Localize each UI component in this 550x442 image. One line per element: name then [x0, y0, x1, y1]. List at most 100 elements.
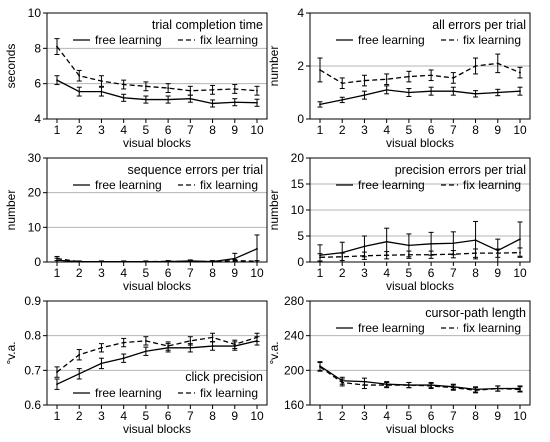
data-point — [56, 371, 58, 373]
y-tick-label: 8 — [34, 41, 41, 55]
data-point — [364, 381, 366, 383]
legend-label-fix-learning: fix learning — [200, 386, 258, 400]
series-line-free-learning — [320, 90, 520, 105]
data-point — [167, 99, 169, 101]
legend-label-free-learning: free learning — [95, 33, 162, 47]
y-tick-label: 0.7 — [24, 363, 41, 377]
x-tick-label: 4 — [383, 409, 390, 423]
y-axis-label: °v.a. — [267, 341, 281, 364]
x-tick-label: 9 — [231, 123, 238, 137]
chart-title: cursor-path length — [425, 306, 526, 320]
x-tick-label: 7 — [187, 266, 194, 280]
x-tick-label: 6 — [428, 409, 435, 423]
x-tick-label: 10 — [513, 123, 527, 137]
x-tick-label: 8 — [472, 409, 479, 423]
data-point — [408, 244, 410, 246]
x-tick-label: 3 — [98, 409, 105, 423]
data-point — [123, 261, 125, 263]
data-point — [234, 88, 236, 90]
data-point — [145, 85, 147, 87]
data-point — [78, 354, 80, 356]
data-point — [408, 384, 410, 386]
data-point — [56, 46, 58, 48]
data-point — [101, 80, 103, 82]
data-point — [234, 258, 236, 260]
data-point — [430, 384, 432, 386]
data-point — [475, 389, 477, 391]
x-tick-label: 6 — [428, 266, 435, 280]
data-point — [256, 102, 258, 104]
data-point — [167, 347, 169, 349]
data-point — [319, 104, 321, 106]
x-axis-label: visual blocks — [386, 279, 454, 293]
x-tick-label: 1 — [54, 266, 61, 280]
x-axis-label: visual blocks — [386, 136, 454, 150]
x-tick-label: 4 — [383, 266, 390, 280]
y-tick-label: 5 — [297, 229, 304, 243]
legend-label-fix-learning: fix learning — [200, 178, 258, 192]
y-tick-label: 10 — [28, 6, 42, 20]
legend-label-free-learning: free learning — [358, 33, 425, 47]
x-axis-label: visual blocks — [123, 422, 191, 436]
data-point — [256, 340, 258, 342]
data-point — [101, 347, 103, 349]
series-fix-learning — [318, 248, 523, 261]
chart-title: trial completion time — [152, 18, 263, 32]
data-point — [56, 259, 58, 261]
x-tick-label: 2 — [76, 409, 83, 423]
legend-label-fix-learning: fix learning — [463, 321, 521, 335]
data-point — [145, 99, 147, 101]
data-point — [78, 261, 80, 263]
x-tick-label: 6 — [165, 409, 172, 423]
data-point — [475, 65, 477, 67]
data-point — [212, 337, 214, 339]
x-axis-label: visual blocks — [123, 279, 191, 293]
data-point — [256, 90, 258, 92]
data-point — [123, 342, 125, 344]
series-fix-learning — [55, 39, 260, 96]
data-point — [452, 242, 454, 244]
data-point — [78, 75, 80, 77]
data-point — [189, 98, 191, 100]
legend-label-fix-learning: fix learning — [200, 33, 258, 47]
data-point — [212, 89, 214, 91]
x-tick-label: 5 — [143, 409, 150, 423]
x-tick-label: 6 — [428, 123, 435, 137]
x-tick-label: 5 — [406, 266, 413, 280]
x-tick-label: 3 — [98, 266, 105, 280]
legend-label-free-learning: free learning — [95, 386, 162, 400]
y-tick-label: 30 — [28, 151, 42, 165]
y-tick-label: 0 — [297, 112, 304, 126]
y-tick-label: 200 — [284, 363, 304, 377]
data-point — [319, 365, 321, 367]
chart-title: sequence errors per trial — [128, 163, 263, 177]
series-free-learning — [318, 86, 523, 107]
x-tick-label: 10 — [250, 266, 264, 280]
data-point — [452, 386, 454, 388]
y-tick-label: 0.8 — [24, 329, 41, 343]
data-point — [56, 79, 58, 81]
chart-panel-4: 051015201 2 3 4 5 6 7 8 9 10visual blocksnumberpr… — [267, 151, 530, 293]
data-point — [519, 90, 521, 92]
x-tick-label: 7 — [450, 409, 457, 423]
series-line-fix-learning — [57, 337, 257, 372]
data-point — [101, 261, 103, 263]
y-axis-label: number — [267, 190, 281, 231]
data-point — [256, 248, 258, 250]
data-point — [123, 84, 125, 86]
legend: free learning fix learning — [73, 33, 258, 47]
data-point — [78, 91, 80, 93]
data-point — [497, 62, 499, 64]
x-tick-label: 9 — [494, 409, 501, 423]
data-point — [145, 261, 147, 263]
data-point — [341, 252, 343, 254]
data-point — [497, 388, 499, 390]
data-point — [386, 241, 388, 243]
data-point — [364, 246, 366, 248]
data-point — [189, 90, 191, 92]
legend: free learning fix learning — [336, 178, 521, 192]
data-point — [319, 69, 321, 71]
x-tick-label: 1 — [54, 409, 61, 423]
